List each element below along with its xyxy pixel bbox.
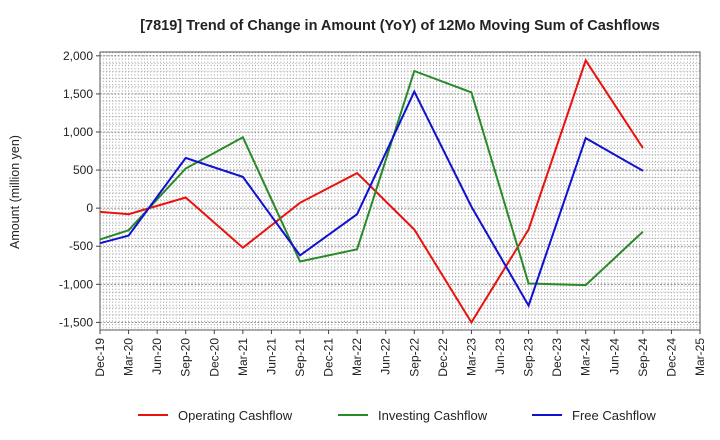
x-tick-label: Dec-19 xyxy=(93,338,107,377)
x-tick-label: Jun-24 xyxy=(607,338,621,375)
x-tick-label: Dec-23 xyxy=(550,338,564,377)
x-tick-label: Sep-22 xyxy=(407,338,421,377)
legend: Operating Cashflow Investing Cashflow Free… xyxy=(138,408,656,423)
x-tick-label: Mar-21 xyxy=(236,338,250,376)
y-tick-label: 0 xyxy=(86,201,93,215)
chart-title: [7819] Trend of Change in Amount (YoY) o… xyxy=(140,18,660,34)
investing-cashflow-line xyxy=(99,69,644,287)
x-tick-label: Jun-20 xyxy=(150,338,164,375)
y-tick-label: 1,500 xyxy=(63,87,93,101)
x-axis-ticks: Dec-19 Mar-20 Jun-20 Sep-20 Dec-20 Mar-21 Jun-… xyxy=(93,330,707,377)
x-tick-label: Dec-24 xyxy=(664,338,678,377)
operating-cashflow-line xyxy=(99,58,644,325)
series-lines xyxy=(99,58,644,325)
x-tick-label: Sep-20 xyxy=(179,338,193,377)
y-tick-label: 500 xyxy=(73,163,93,177)
free-cashflow-line xyxy=(99,89,644,309)
x-tick-label: Mar-23 xyxy=(464,338,478,376)
x-tick-label: Dec-22 xyxy=(436,338,450,377)
x-tick-label: Sep-24 xyxy=(636,338,650,377)
y-tick-label: 1,000 xyxy=(63,125,93,139)
x-tick-label: Jun-21 xyxy=(264,338,278,375)
x-tick-label: Sep-21 xyxy=(293,338,307,377)
y-tick-label: -1,000 xyxy=(59,277,93,291)
x-tick-label: Mar-20 xyxy=(122,338,136,376)
y-axis-label: Amount (million yen) xyxy=(8,135,22,249)
grid-lines xyxy=(100,52,700,330)
y-tick-label: 2,000 xyxy=(63,49,93,63)
investing-cashflow-legend-label: Investing Cashflow xyxy=(378,408,488,423)
x-tick-label: Mar-24 xyxy=(579,338,593,376)
x-tick-label: Mar-25 xyxy=(693,338,707,376)
x-tick-label: Jun-22 xyxy=(379,338,393,375)
y-tick-label: -500 xyxy=(69,239,93,253)
plot-area-border xyxy=(99,51,701,331)
operating-cashflow-legend-label: Operating Cashflow xyxy=(178,408,293,423)
y-tick-label: -1,500 xyxy=(59,315,93,329)
x-tick-label: Dec-20 xyxy=(207,338,221,377)
y-axis-ticks: 2,000 1,500 1,000 500 0 -500 -1,000 -1,500 xyxy=(59,49,100,329)
x-tick-label: Sep-23 xyxy=(522,338,536,377)
x-tick-label: Jun-23 xyxy=(493,338,507,375)
x-tick-label: Mar-22 xyxy=(350,338,364,376)
free-cashflow-legend-label: Free Cashflow xyxy=(572,408,656,423)
x-tick-label: Dec-21 xyxy=(322,338,336,377)
